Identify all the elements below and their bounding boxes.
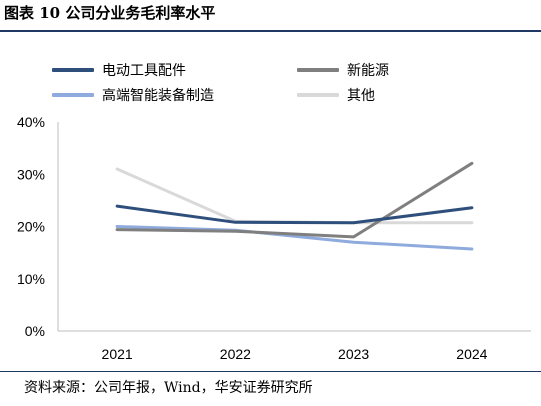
- y-tick-label: 20%: [17, 219, 45, 235]
- source-note: 资料来源：公司年报，Wind，华安证券研究所: [24, 380, 313, 396]
- legend-label: 其他: [347, 88, 375, 104]
- x-tick-label: 2023: [338, 346, 369, 362]
- legend-label: 高端智能装备制造: [102, 88, 214, 104]
- y-tick-label: 40%: [17, 114, 45, 130]
- legend-item-power-tool-parts: 电动工具配件: [52, 60, 186, 80]
- title-rule: [0, 30, 541, 32]
- legend-label: 电动工具配件: [102, 63, 186, 79]
- y-tick-label: 0%: [25, 323, 45, 339]
- x-tick-label: 2024: [456, 346, 487, 362]
- y-tick-label: 10%: [17, 271, 45, 287]
- y-tick-label: 30%: [17, 166, 45, 182]
- legend-swatch: [52, 68, 94, 72]
- legend-item-high-end-equipment: 高端智能装备制造: [52, 85, 214, 105]
- chart-title: 图表 10 公司分业务毛利率水平: [4, 4, 216, 22]
- legend-swatch: [297, 68, 339, 72]
- series-line-1: [115, 161, 474, 239]
- series-line-0: [115, 204, 474, 225]
- legend-swatch: [297, 93, 339, 97]
- x-tick-label: 2022: [220, 346, 251, 362]
- x-tick-label: 2021: [102, 346, 133, 362]
- source-rule: [0, 371, 541, 372]
- legend-item-other: 其他: [297, 85, 375, 105]
- legend-swatch: [52, 93, 94, 97]
- legend-label: 新能源: [347, 63, 389, 79]
- legend-item-new-energy: 新能源: [297, 60, 389, 80]
- series-line-2: [115, 225, 474, 251]
